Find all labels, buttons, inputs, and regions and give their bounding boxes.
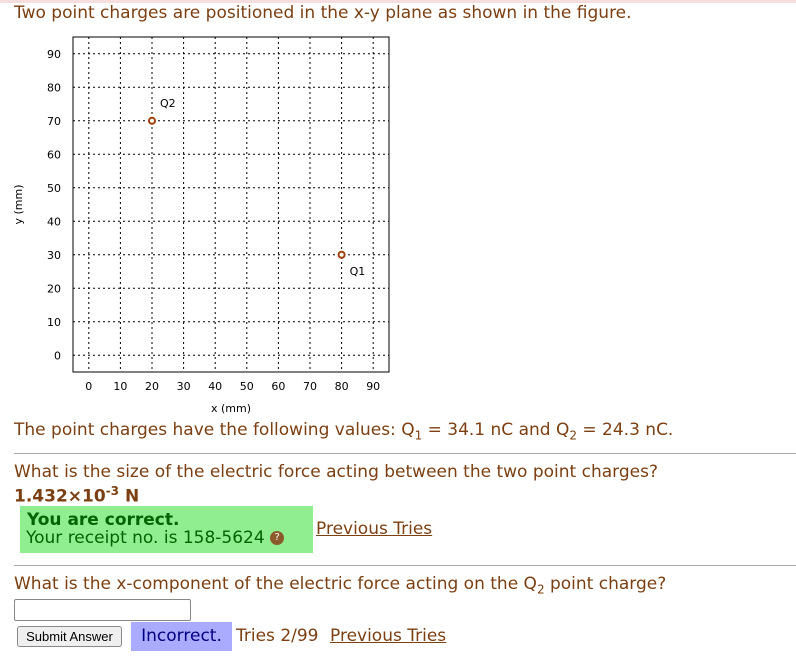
- divider: [14, 565, 796, 566]
- x-tick-label: 70: [303, 380, 317, 393]
- y-tick-label: 60: [47, 148, 61, 161]
- question-intro: Two point charges are positioned in the …: [14, 3, 632, 23]
- x-tick-label: 60: [271, 380, 285, 393]
- q1-subscript: 1: [414, 428, 423, 443]
- help-icon[interactable]: ?: [270, 531, 285, 545]
- x-tick-label: 30: [177, 380, 191, 393]
- y-tick-label: 70: [47, 115, 61, 128]
- question-1-answer: 1.432×10-3 N: [14, 484, 139, 507]
- charge-label-q2: Q2: [160, 97, 176, 110]
- x-tick-label: 50: [240, 380, 254, 393]
- charge-values-text: The point charges have the following val…: [14, 420, 673, 442]
- y-tick-label: 80: [47, 81, 61, 94]
- q2-text-prefix: What is the x-component of the electric …: [14, 574, 537, 594]
- plot-frame: [72, 36, 390, 373]
- x-component-answer-input[interactable]: [14, 599, 191, 621]
- previous-tries-link-2[interactable]: Previous Tries: [330, 626, 447, 646]
- tries-count: Tries 2/99: [236, 626, 319, 646]
- question-1-text: What is the size of the electric force a…: [14, 462, 658, 482]
- previous-tries-link-1[interactable]: Previous Tries: [316, 519, 433, 539]
- charge-marker-q1: [337, 250, 346, 259]
- values-suffix: = 24.3 nC.: [576, 420, 674, 440]
- y-tick-label: 90: [47, 48, 61, 61]
- submit-answer-button[interactable]: Submit Answer: [17, 626, 122, 647]
- x-axis-label: x (mm): [211, 402, 251, 415]
- values-prefix: The point charges have the following val…: [14, 420, 415, 440]
- charge-position-chart: 0 10 20 30 40 50 60 70 80 90 0 10 20 30 40 50 60 70 80 90 x …: [12, 36, 390, 415]
- x-tick-label: 10: [113, 380, 127, 393]
- correct-status: You are correct.: [27, 510, 180, 530]
- q2-subscript: 2: [569, 428, 577, 443]
- answer-exponent: -3: [105, 484, 120, 498]
- incorrect-status: Incorrect.: [131, 622, 232, 651]
- receipt-text: Your receipt no. is 158-5624 ?: [26, 528, 285, 548]
- x-tick-label: 20: [145, 380, 159, 393]
- question-2-text: What is the x-component of the electric …: [14, 574, 666, 596]
- correct-feedback: You are correct. Your receipt no. is 158…: [20, 506, 313, 553]
- x-tick-label: 40: [208, 380, 222, 393]
- y-tick-label: 0: [54, 349, 61, 362]
- top-border: [0, 0, 796, 3]
- y-axis-label: y (mm): [12, 184, 25, 224]
- receipt-number: Your receipt no. is 158-5624: [26, 528, 265, 548]
- divider: [14, 453, 796, 454]
- y-tick-label: 40: [47, 215, 61, 228]
- q2-text-suffix: point charge?: [544, 574, 667, 594]
- y-tick-label: 20: [47, 282, 61, 295]
- y-tick-label: 50: [47, 182, 61, 195]
- charge-marker-q2: [148, 116, 156, 125]
- x-tick-label: 90: [366, 380, 380, 393]
- x-tick-label: 0: [85, 380, 92, 393]
- values-mid: = 34.1 nC and Q: [422, 420, 570, 440]
- y-tick-label: 10: [47, 316, 61, 329]
- charge-label-q1: Q1: [350, 265, 366, 278]
- answer-unit: N: [119, 486, 140, 507]
- y-tick-label: 30: [47, 249, 61, 262]
- answer-mantissa: 1.432×10: [14, 486, 106, 507]
- q2-text-subscript: 2: [536, 582, 545, 597]
- x-tick-label: 80: [335, 380, 349, 393]
